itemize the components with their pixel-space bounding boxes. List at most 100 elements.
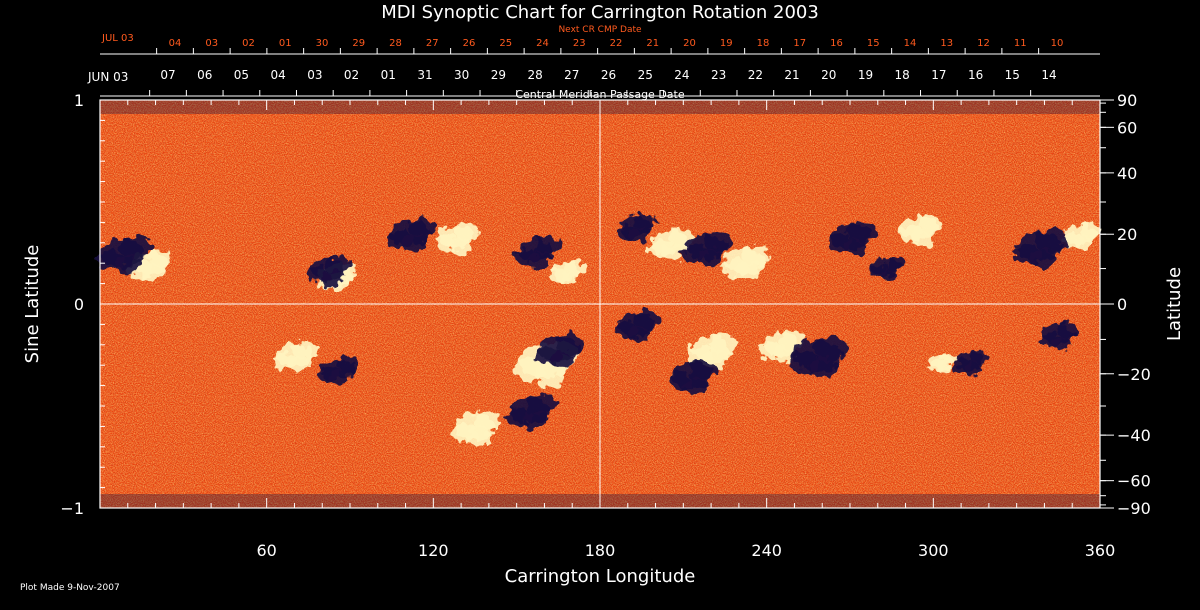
negative-region-9 <box>317 356 357 385</box>
cmp-date-label: 06 <box>197 68 212 82</box>
chart-title: MDI Synoptic Chart for Carrington Rotati… <box>381 2 819 23</box>
cmp-date-label: 26 <box>601 68 616 82</box>
next-cmp-date-label: 18 <box>757 38 770 49</box>
cmp-date-label: 02 <box>344 68 359 82</box>
next-cmp-date-label: 21 <box>646 38 659 49</box>
x-tick-label: 300 <box>918 541 949 560</box>
next-cmp-date-label: 13 <box>940 38 953 49</box>
cmp-date-label: 04 <box>270 68 285 82</box>
y-tick-right-label: 90 <box>1117 91 1137 110</box>
y-axis-right: 90 60 40 20 0 −20 −40 −60 −90 <box>1100 91 1151 518</box>
negative-region-13 <box>668 359 718 395</box>
cmp-date-label: 22 <box>748 68 763 82</box>
positive-region-2 <box>434 222 479 255</box>
negative-region-8 <box>1013 229 1068 269</box>
x-tick-label: 360 <box>1085 541 1116 560</box>
cmp-date-label: 20 <box>821 68 836 82</box>
negative-region-15 <box>953 350 988 375</box>
cmp-date-label: 18 <box>895 68 910 82</box>
next-cmp-date-label: 19 <box>720 38 733 49</box>
y-tick-right-label: 60 <box>1117 118 1137 137</box>
next-cmp-date-label: 02 <box>242 38 255 49</box>
y-tick-right-label: −20 <box>1117 365 1151 384</box>
next-cmp-date-label: 27 <box>426 38 439 49</box>
cmp-date-label: 15 <box>1005 68 1020 82</box>
y-tick-left-label: 0 <box>74 295 84 314</box>
cmp-date-label: 07 <box>160 68 175 82</box>
plot-made-footer: Plot Made 9-Nov-2007 <box>20 583 120 593</box>
next-cmp-title: Next CR CMP Date <box>558 25 642 35</box>
cmp-date-label: 14 <box>1041 68 1056 82</box>
x-tick-label: 180 <box>585 541 616 560</box>
next-cmp-date-label: 15 <box>867 38 880 49</box>
y-axis-left-label: Sine Latitude <box>22 245 43 364</box>
positive-region-8 <box>273 340 318 373</box>
next-cmp-date-label: 12 <box>977 38 990 49</box>
y-axis-right-label: Latitude <box>1164 267 1185 341</box>
cmp-start-label: JUN 03 <box>87 70 128 84</box>
next-cmp-date-label: 23 <box>573 38 586 49</box>
positive-region-13 <box>927 351 958 373</box>
y-tick-right-label: −90 <box>1117 499 1151 518</box>
y-tick-right-label: 20 <box>1117 225 1137 244</box>
negative-region-7 <box>869 256 905 281</box>
negative-region-14 <box>788 336 848 379</box>
next-cmp-date-label: 11 <box>1014 38 1027 49</box>
positive-region-10 <box>451 410 502 446</box>
cmp-date-label: 16 <box>968 68 983 82</box>
cmp-date-label: 05 <box>234 68 249 82</box>
cmp-date-label: 23 <box>711 68 726 82</box>
negative-region-16 <box>1039 322 1080 351</box>
negative-region-6 <box>826 221 876 257</box>
negative-region-11 <box>507 394 557 430</box>
y-tick-right-label: −60 <box>1117 472 1151 491</box>
next-cmp-date-label: 29 <box>352 38 365 49</box>
cmp-date-label: 25 <box>638 68 653 82</box>
cmp-date-label: 29 <box>491 68 506 82</box>
cmp-date-label: 03 <box>307 68 322 82</box>
next-cmp-date-label: 03 <box>205 38 218 49</box>
next-cmp-date-label: 24 <box>536 38 549 49</box>
negative-region-3 <box>515 236 560 269</box>
positive-region-6 <box>898 214 943 247</box>
y-tick-left-label: 1 <box>74 91 84 110</box>
cmp-date-label: 28 <box>527 68 542 82</box>
y-axis-left: 1 0 −1 <box>60 91 110 518</box>
positive-region-3 <box>550 260 585 286</box>
cmp-date-label: 17 <box>931 68 946 82</box>
y-tick-left-label: −1 <box>60 499 84 518</box>
negative-region-1 <box>306 255 352 287</box>
cmp-date-label: 21 <box>784 68 799 82</box>
negative-region-0 <box>96 235 151 275</box>
x-tick-label: 60 <box>256 541 276 560</box>
next-cmp-date-label: 20 <box>683 38 696 49</box>
next-cmp-date-label: 26 <box>463 38 476 49</box>
negative-region-5 <box>682 231 732 267</box>
negative-region-2 <box>387 217 438 253</box>
next-cmp-date-label: 17 <box>793 38 806 49</box>
x-axis-label: Carrington Longitude <box>505 566 696 587</box>
negative-region-10 <box>534 333 585 369</box>
next-cmp-date-label: 22 <box>610 38 623 49</box>
x-tick-label: 120 <box>418 541 449 560</box>
next-cmp-date-label: 10 <box>1051 38 1064 49</box>
positive-region-12 <box>759 330 804 363</box>
cmp-date-label: 24 <box>674 68 689 82</box>
y-tick-right-label: 40 <box>1117 164 1137 183</box>
cmp-axis: JUN 03 07 06 05 04 03 02 01 31 30 29 28 27 26 25 24 23 2… <box>87 68 1100 101</box>
cmp-date-label: 01 <box>381 68 396 82</box>
y-tick-right-label: −40 <box>1117 426 1151 445</box>
positive-region-5 <box>721 245 771 281</box>
next-cmp-date-label: 30 <box>316 38 329 49</box>
next-cmp-date-label: 25 <box>499 38 512 49</box>
cmp-date-label: 31 <box>417 68 432 82</box>
next-cmp-axis: Next CR CMP Date JUL 03 04 03 02 01 30 29 28 27… <box>100 25 1100 55</box>
next-cmp-date-label: 04 <box>169 38 182 49</box>
next-cmp-date-label: 14 <box>904 38 917 49</box>
next-cmp-start-label: JUL 03 <box>101 33 134 44</box>
next-cmp-date-label: 16 <box>830 38 843 49</box>
negative-region-12 <box>615 310 660 342</box>
next-cmp-date-label: 28 <box>389 38 402 49</box>
x-axis: 60 120 180 240 300 360 <box>127 100 1116 560</box>
cmp-date-label: 27 <box>564 68 579 82</box>
